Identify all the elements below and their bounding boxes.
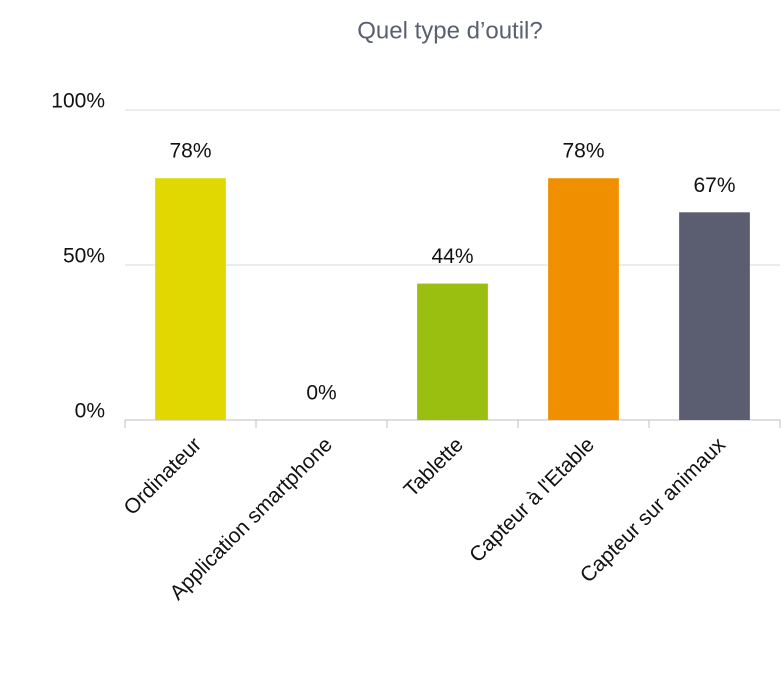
x-tick-label: Tablette (400, 433, 468, 501)
data-label: 0% (306, 382, 336, 405)
data-label: 44% (431, 245, 473, 268)
x-tick-label: Capteur à l'Etable (465, 433, 599, 567)
x-tick-label: Capteur sur animaux (576, 433, 730, 587)
data-label: 78% (562, 140, 604, 163)
bar (548, 178, 619, 420)
y-tick-label: 100% (51, 90, 105, 113)
chart-title: Quel type d’outil? (357, 17, 542, 44)
bar (155, 178, 226, 420)
y-tick-label: 50% (63, 245, 105, 268)
bar (417, 283, 488, 420)
data-label: 67% (693, 174, 735, 197)
bar (679, 212, 750, 420)
y-tick-label: 0% (75, 400, 105, 423)
data-label: 78% (169, 140, 211, 163)
x-tick-label: Ordinateur (120, 433, 206, 519)
